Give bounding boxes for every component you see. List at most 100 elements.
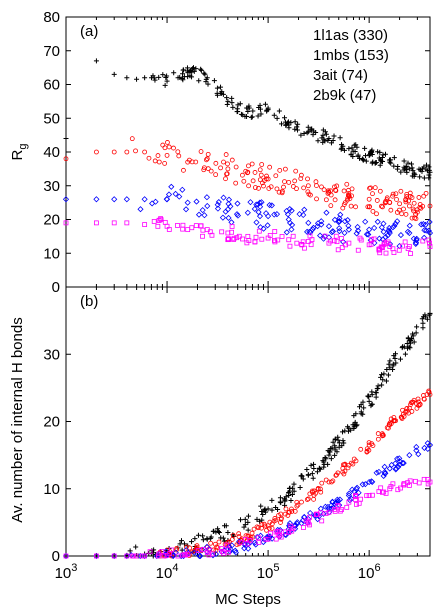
noise-point xyxy=(243,536,248,542)
noise-point xyxy=(398,188,404,194)
noise-point xyxy=(162,145,168,151)
noise-point xyxy=(298,176,304,182)
noise-point xyxy=(404,406,410,411)
noise-point xyxy=(317,486,323,492)
data-point xyxy=(111,220,117,226)
noise-point xyxy=(385,372,391,378)
noise-point xyxy=(263,509,269,515)
panel-a-ylabel-sub: g xyxy=(17,144,29,150)
noise-point xyxy=(302,245,307,251)
noise-point xyxy=(372,185,378,191)
noise-point xyxy=(219,89,225,95)
noise-point xyxy=(171,70,177,76)
data-point xyxy=(204,202,211,210)
noise-point xyxy=(413,443,420,451)
noise-point xyxy=(133,544,139,550)
noise-point xyxy=(401,206,406,212)
noise-point xyxy=(406,222,413,229)
data-point xyxy=(94,149,99,155)
data-point xyxy=(111,196,118,203)
noise-point xyxy=(355,153,361,159)
noise-point xyxy=(271,112,277,118)
noise-point xyxy=(328,192,334,198)
noise-point xyxy=(277,167,283,173)
noise-point xyxy=(419,168,425,174)
noise-point xyxy=(156,74,162,80)
noise-point xyxy=(405,160,411,166)
noise-point xyxy=(181,541,187,547)
noise-point xyxy=(258,111,264,117)
data-point xyxy=(164,78,170,84)
noise-point xyxy=(425,481,431,487)
noise-point xyxy=(323,511,329,516)
panel-b-ylabel: Av. number of internal H bonds xyxy=(9,317,26,522)
series-circle xyxy=(63,388,433,559)
noise-point xyxy=(299,241,304,247)
data-point xyxy=(111,553,117,559)
noise-point xyxy=(326,189,332,195)
noise-point xyxy=(379,372,385,378)
noise-point xyxy=(259,236,265,242)
y-tick-label: 20 xyxy=(43,212,60,229)
series-plus xyxy=(63,310,433,559)
data-point xyxy=(406,229,413,237)
noise-point xyxy=(318,218,325,225)
noise-point xyxy=(247,537,253,543)
noise-point xyxy=(417,402,423,408)
noise-point xyxy=(211,528,217,534)
noise-point xyxy=(176,153,182,159)
noise-point xyxy=(215,198,222,206)
data-point xyxy=(345,226,352,233)
noise-point xyxy=(341,188,347,194)
noise-point xyxy=(342,468,348,474)
noise-point xyxy=(201,70,207,76)
noise-point xyxy=(314,511,320,517)
data-point xyxy=(286,179,292,185)
data-point xyxy=(305,496,311,502)
noise-point xyxy=(245,513,251,519)
data-point xyxy=(225,166,231,172)
noise-point xyxy=(410,331,416,337)
noise-point xyxy=(264,222,271,229)
noise-point xyxy=(237,101,243,107)
noise-point xyxy=(408,251,413,256)
legend-entry: 3ait (74) xyxy=(313,67,368,84)
noise-point xyxy=(262,523,268,529)
noise-point xyxy=(426,237,432,243)
noise-point xyxy=(219,214,226,221)
noise-point xyxy=(211,78,217,84)
noise-point xyxy=(403,167,409,173)
noise-point xyxy=(373,469,380,476)
data-point xyxy=(387,365,393,371)
noise-point xyxy=(282,166,288,172)
noise-point xyxy=(345,222,352,229)
data-point xyxy=(427,244,433,249)
noise-point xyxy=(220,194,227,201)
noise-point xyxy=(214,85,220,91)
noise-point xyxy=(292,178,298,184)
noise-point xyxy=(413,211,419,217)
data-point xyxy=(406,203,412,209)
noise-point xyxy=(404,194,410,199)
noise-point xyxy=(229,100,235,106)
noise-point xyxy=(183,544,189,550)
noise-point xyxy=(395,487,401,493)
noise-point xyxy=(374,211,379,217)
noise-point xyxy=(319,184,324,190)
noise-point xyxy=(308,126,314,132)
noise-point xyxy=(339,507,344,512)
noise-point xyxy=(241,178,247,184)
noise-point xyxy=(304,228,311,235)
data-point xyxy=(124,553,130,559)
noise-point xyxy=(175,223,180,228)
noise-point xyxy=(241,524,247,530)
noise-point xyxy=(359,481,366,488)
data-point xyxy=(245,519,251,525)
noise-point xyxy=(127,548,133,554)
noise-point xyxy=(332,508,338,514)
noise-point xyxy=(160,72,166,78)
noise-point xyxy=(409,399,415,405)
noise-point xyxy=(313,512,319,517)
noise-point xyxy=(338,146,344,152)
